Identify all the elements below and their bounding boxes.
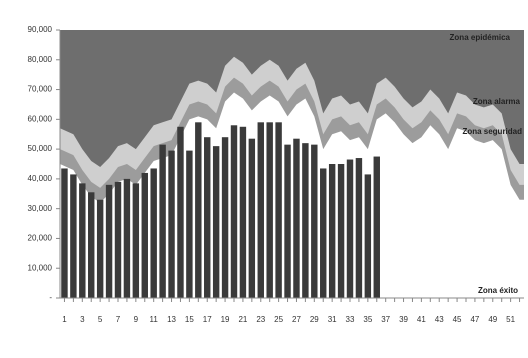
bar [337,164,345,298]
bar [70,174,77,298]
bar [177,126,184,299]
y-tick-label: 60,000 [28,114,53,123]
bar [186,150,193,298]
bar [105,184,113,298]
zone-label: Zona seguridad [462,127,522,136]
bar [346,159,354,298]
x-tick-label: 39 [399,315,408,324]
x-tick-label: 23 [256,315,265,324]
bar [320,168,327,298]
bar [159,144,166,298]
y-tick-label: - [49,293,52,302]
x-tick-label: 13 [167,315,176,324]
x-tick-label: 7 [116,315,121,324]
y-tick-label: 50,000 [28,144,53,153]
bar [302,143,309,298]
bar [212,146,220,298]
x-tick-label: 37 [381,315,390,324]
bar [284,144,291,298]
x-tick-label: 25 [274,315,283,324]
zone-label: Zona alarma [473,97,521,106]
bar [150,168,157,298]
x-tick-label: 19 [221,315,230,324]
x-tick-label: 35 [363,315,372,324]
bar [123,178,131,298]
x-tick-label: 1 [62,315,67,324]
bar [132,183,140,298]
x-tick-label: 27 [292,315,301,324]
y-tick-label: 30,000 [28,204,53,213]
bar [257,122,264,298]
x-tick-label: 51 [506,315,515,324]
bar [364,174,372,298]
bar [221,137,229,298]
x-tick-label: 47 [470,315,479,324]
y-tick-label: 70,000 [28,85,53,94]
bar [248,138,256,298]
bar [239,126,247,299]
x-tick-label: 31 [328,315,337,324]
zone-label: Zona éxito [478,286,518,295]
zone-area [60,92,524,299]
bar [328,164,336,298]
x-tick-label: 45 [453,315,462,324]
bar [311,144,318,298]
x-tick-label: 43 [435,315,444,324]
x-tick-label: 49 [488,315,497,324]
x-tick-label: 17 [203,315,212,324]
y-tick-label: 90,000 [28,25,53,34]
bar [373,156,380,298]
y-tick-label: 20,000 [28,234,53,243]
x-tick-label: 33 [346,315,355,324]
x-tick-label: 41 [417,315,426,324]
x-tick-label: 15 [185,315,194,324]
bar [293,138,300,298]
x-tick-label: 9 [134,315,139,324]
bar [195,122,202,298]
x-tick-label: 3 [80,315,85,324]
y-tick-label: 80,000 [28,55,53,64]
x-tick-label: 5 [98,315,103,324]
x-tick-label: 21 [238,315,247,324]
x-tick-label: 29 [310,315,319,324]
bar [96,199,104,298]
bar [230,125,238,299]
bar [88,192,95,298]
bar [266,122,273,298]
bar [168,150,175,298]
bar [204,137,211,298]
bar [141,172,148,298]
y-tick-label: 10,000 [28,263,53,272]
bar [61,168,68,298]
x-tick-label: 11 [150,315,159,324]
bar [79,183,86,298]
bar [114,181,122,298]
zone-label: Zona epidémica [450,33,511,42]
bar [275,122,282,298]
y-tick-label: 40,000 [28,174,53,183]
bar [355,158,363,298]
